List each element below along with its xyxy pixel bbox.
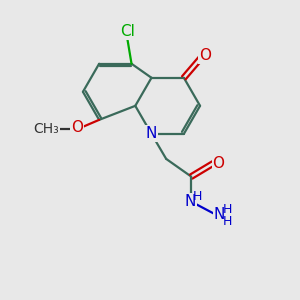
Text: CH₃: CH₃ xyxy=(33,122,59,136)
Text: H: H xyxy=(223,215,232,228)
Text: Cl: Cl xyxy=(120,25,134,40)
Text: H: H xyxy=(223,203,232,216)
Text: N: N xyxy=(146,126,157,141)
Text: N: N xyxy=(185,194,196,209)
Text: N: N xyxy=(214,207,225,222)
Text: O: O xyxy=(71,120,83,135)
Text: H: H xyxy=(192,190,202,203)
Text: O: O xyxy=(213,156,225,171)
Text: O: O xyxy=(199,48,211,63)
